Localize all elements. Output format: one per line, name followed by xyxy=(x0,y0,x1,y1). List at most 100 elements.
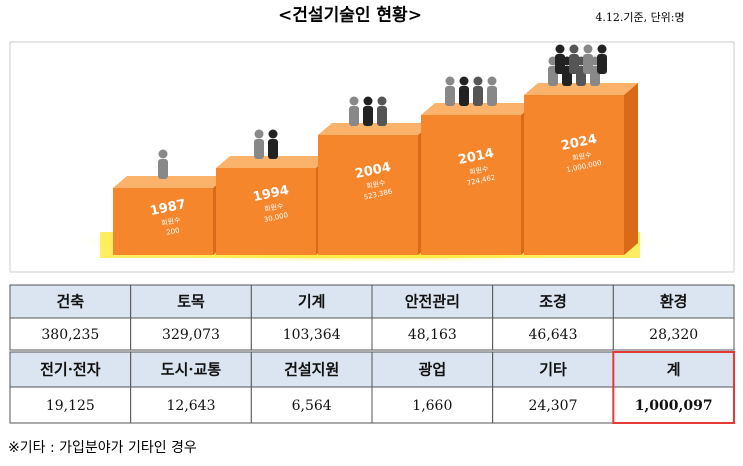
table-cell xyxy=(130,317,252,351)
cell-value: 24,307 xyxy=(529,398,578,414)
cell-value: 12,643 xyxy=(167,398,216,414)
table-cell xyxy=(9,284,132,319)
box-front xyxy=(421,115,521,255)
cell-value: 1,660 xyxy=(412,398,452,414)
person-head xyxy=(473,76,483,86)
column-header: 조경 xyxy=(539,293,567,311)
column-header: 전기·전자 xyxy=(40,361,101,379)
count-label: 회원수 xyxy=(365,178,386,191)
column-header: 건설지원 xyxy=(284,361,339,379)
cell-value: 19,125 xyxy=(46,398,95,414)
column-header: 안전관리 xyxy=(405,293,460,311)
person-body xyxy=(473,86,483,106)
person-body xyxy=(445,86,455,106)
cell-value: 329,073 xyxy=(162,327,220,343)
person-body xyxy=(583,54,593,74)
table-cell xyxy=(250,284,373,319)
table-cell xyxy=(371,351,494,388)
count-label: 회원수 xyxy=(263,201,284,214)
person-head xyxy=(363,96,373,106)
column-header: 건축 xyxy=(57,293,85,311)
table-cell xyxy=(492,386,614,424)
table-cell xyxy=(130,284,252,319)
box-front xyxy=(524,95,624,255)
person-body xyxy=(254,139,264,159)
year: 2004 xyxy=(354,160,393,182)
person-body xyxy=(158,159,168,179)
title: <건설기술인 현황> xyxy=(278,6,422,26)
table-cell xyxy=(492,351,614,388)
column-header: 도시·교통 xyxy=(161,361,222,379)
cell-value: 1,000,097 xyxy=(635,398,713,414)
person-head xyxy=(487,76,497,86)
cell-value: 380,235 xyxy=(41,327,99,343)
person-body xyxy=(555,54,565,74)
table-cell xyxy=(250,317,373,351)
table-cell xyxy=(9,386,132,424)
person-body xyxy=(363,106,373,126)
table-cell xyxy=(130,351,252,388)
cell-value: 6,564 xyxy=(292,398,332,414)
table-cell xyxy=(612,284,735,319)
count: 200 xyxy=(166,226,181,237)
note: 4.12.기준, 단위:명 xyxy=(595,11,684,24)
table-cell xyxy=(492,284,614,319)
year: 2024 xyxy=(560,132,599,154)
box-top xyxy=(113,176,227,188)
person-head xyxy=(459,76,469,86)
box-top xyxy=(318,123,432,135)
column-header: 환경 xyxy=(660,293,688,311)
person-head xyxy=(158,149,168,159)
column-header: 광업 xyxy=(419,361,447,379)
person-body xyxy=(268,139,278,159)
box-side xyxy=(624,83,638,255)
box-front xyxy=(318,135,418,255)
table-cell xyxy=(9,317,132,351)
cell-value: 46,643 xyxy=(529,327,578,343)
table-cell xyxy=(371,386,494,424)
person-head xyxy=(445,76,455,86)
count-label: 회원수 xyxy=(160,215,181,228)
table-cell xyxy=(612,317,735,351)
cell-value: 103,364 xyxy=(283,327,341,343)
person-body xyxy=(349,106,359,126)
person-body xyxy=(597,54,607,74)
person-head xyxy=(349,96,359,106)
column-header: 기계 xyxy=(298,293,326,311)
footnote: ※기타 : 가입분야가 기타인 경우 xyxy=(8,440,197,456)
column-header: 기타 xyxy=(539,361,567,379)
person-head xyxy=(583,44,593,54)
person-body xyxy=(377,106,387,126)
cell-value: 48,163 xyxy=(408,327,457,343)
column-header: 계 xyxy=(667,361,681,379)
table-cell xyxy=(9,351,132,388)
box-front xyxy=(113,188,213,255)
box-top xyxy=(216,156,330,168)
count-label: 회원수 xyxy=(468,164,489,177)
person-head xyxy=(569,44,579,54)
person-head xyxy=(597,44,607,54)
count-label: 회원수 xyxy=(571,150,592,163)
year: 1987 xyxy=(149,197,188,219)
person-head xyxy=(555,44,565,54)
year: 2014 xyxy=(457,146,496,168)
table-cell xyxy=(130,386,252,424)
person-head xyxy=(254,129,264,139)
table-cell xyxy=(612,386,735,424)
person-body xyxy=(487,86,497,106)
person-body xyxy=(459,86,469,106)
column-header: 토목 xyxy=(177,293,205,311)
person-head xyxy=(268,129,278,139)
person-head xyxy=(377,96,387,106)
table-cell xyxy=(371,317,494,351)
cell-value: 28,320 xyxy=(649,327,698,343)
box-front xyxy=(216,168,316,255)
person-body xyxy=(569,54,579,74)
table-cell xyxy=(371,284,494,319)
table-cell xyxy=(492,317,614,351)
year: 1994 xyxy=(252,183,291,205)
total-highlight xyxy=(612,351,735,424)
